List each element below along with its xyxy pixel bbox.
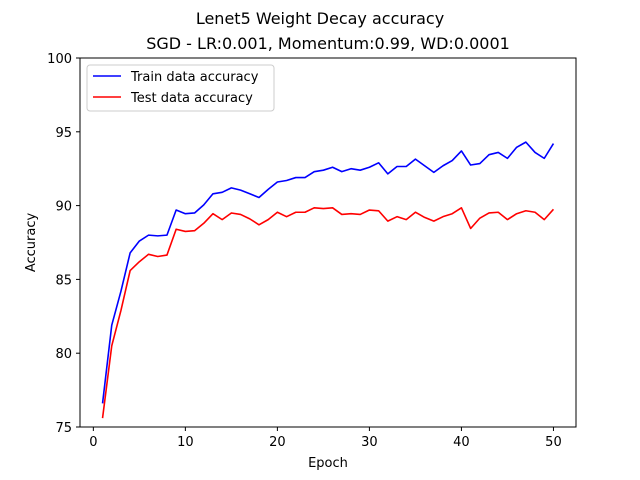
x-axis: 0 10 20 30 40 50 [89,427,562,450]
series-layer [101,141,555,419]
x-tick-label: 10 [177,435,194,450]
chart-subtitle: SGD - LR:0.001, Momentum:0.99, WD:0.0001 [146,34,510,53]
legend: Train data accuracy Test data accuracy [86,64,275,112]
y-tick-label: 100 [47,52,72,67]
legend-label-test: Test data accuracy [130,91,253,106]
x-tick-label: 0 [89,435,97,450]
x-axis-label: Epoch [308,456,348,471]
legend-frame [86,64,275,112]
y-axis-label: Accuracy [24,213,39,273]
legend-label-train: Train data accuracy [130,70,259,85]
series-line-train [101,141,555,404]
series-line-test [101,207,555,419]
x-tick-label: 30 [361,435,378,450]
y-tick-label: 90 [55,200,72,215]
x-tick-label: 40 [453,435,470,450]
y-tick-label: 80 [55,347,72,362]
y-tick-label: 95 [55,126,72,141]
plot-area [79,57,577,428]
y-tick-label: 75 [55,421,72,436]
x-tick-label: 20 [269,435,286,450]
chart-title: Lenet5 Weight Decay accuracy [196,9,444,28]
x-tick-label: 50 [545,435,562,450]
y-axis: 75 80 85 90 95 100 [47,52,80,436]
y-tick-label: 85 [55,273,72,288]
